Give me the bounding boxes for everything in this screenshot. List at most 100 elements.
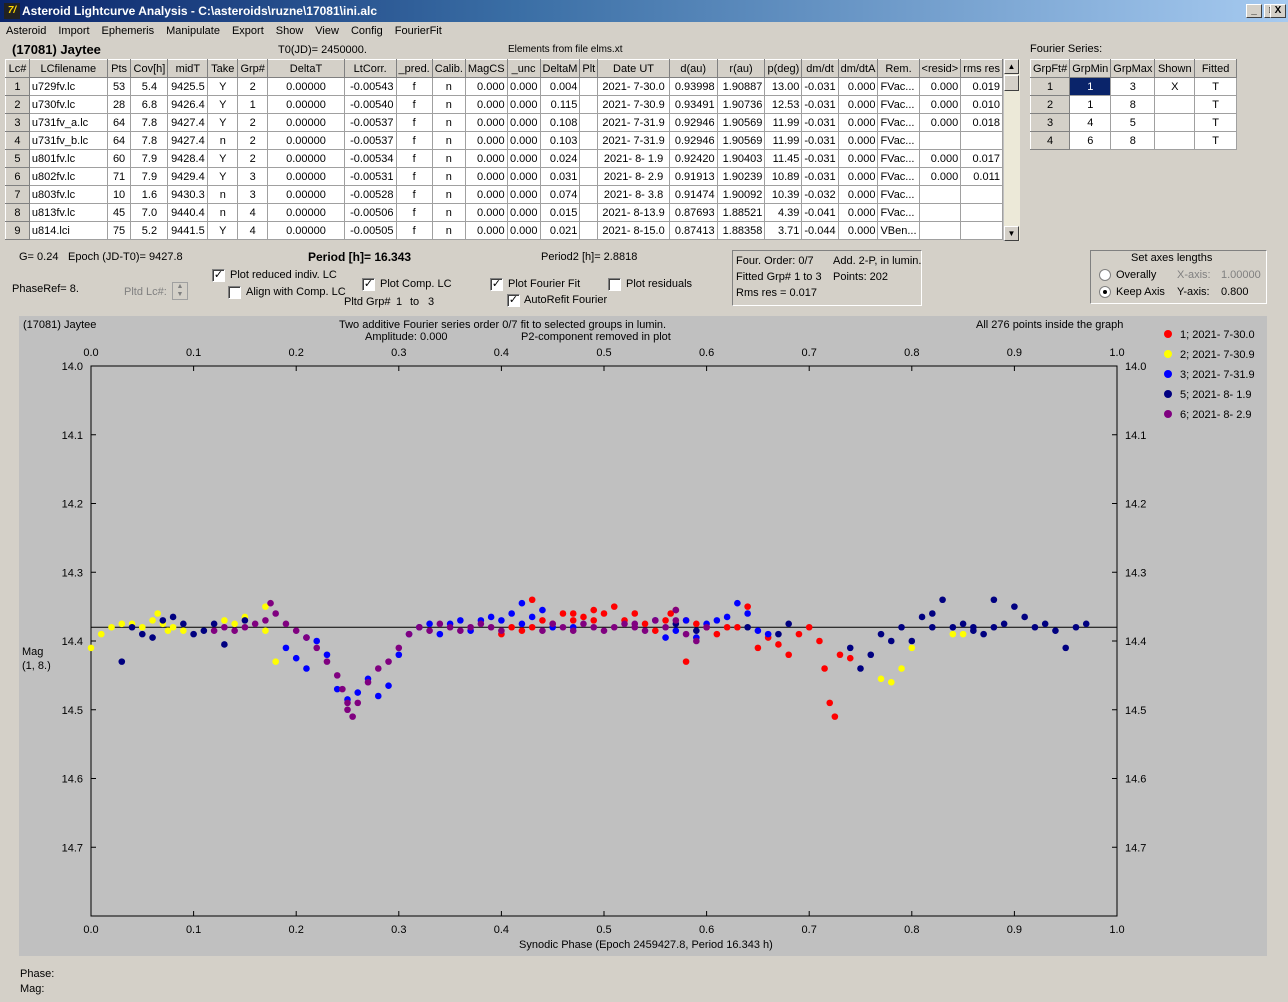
fourier-cell[interactable] — [1154, 113, 1196, 132]
fourier-column-header[interactable]: Shown — [1154, 59, 1196, 78]
table-cell[interactable]: u803fv.lc — [28, 185, 108, 204]
row-header[interactable]: 4 — [5, 131, 30, 150]
table-cell[interactable]: -0.00531 — [343, 167, 397, 186]
table-cell[interactable]: f — [395, 95, 433, 114]
table-cell[interactable]: 0.031 — [539, 167, 581, 186]
table-cell[interactable]: 0.017 — [960, 149, 1003, 168]
table-cell[interactable]: 0.000 — [506, 131, 541, 150]
lightcurve-chart[interactable]: 0.0 0.0 0.1 0.1 0.2 0.2 0.3 0.3 0.4 0.4 0.5 0.5 0.6 0… — [19, 316, 1267, 956]
table-cell[interactable]: 71 — [106, 167, 132, 186]
table-cell[interactable]: 0.000 — [464, 185, 508, 204]
row-header[interactable]: 6 — [5, 167, 30, 186]
table-cell[interactable]: 7.0 — [130, 203, 169, 222]
table-cell[interactable]: 3.71 — [764, 221, 803, 240]
table-cell[interactable]: -0.00537 — [343, 131, 397, 150]
table-cell[interactable]: u731fv_b.lc — [28, 131, 108, 150]
table-cell[interactable]: 0.000 — [506, 203, 541, 222]
scroll-down-button[interactable]: ▼ — [1004, 226, 1019, 241]
table-cell[interactable]: 0.00000 — [267, 77, 345, 96]
column-header[interactable]: _pred. — [395, 59, 433, 78]
menu-item-show[interactable]: Show — [275, 25, 304, 37]
table-row[interactable]: 7 u803fv.lc 10 1.6 9430.3 n 3 0.00000 -0.00528 f n… — [5, 185, 1003, 204]
table-row[interactable]: 1 u729fv.lc 53 5.4 9425.5 Y 2 0.00000 -0.00543 f n… — [5, 77, 1003, 96]
fourier-column-header[interactable]: GrpFt# — [1029, 59, 1071, 78]
column-header[interactable]: MagCS — [464, 59, 508, 78]
table-cell[interactable]: 64 — [106, 113, 132, 132]
table-cell[interactable]: 0.000 — [464, 95, 508, 114]
table-cell[interactable]: Y — [207, 113, 239, 132]
table-cell[interactable]: n — [431, 203, 466, 222]
align-comp-checkbox[interactable] — [228, 286, 241, 299]
table-cell[interactable]: 2 — [237, 149, 269, 168]
table-cell[interactable]: f — [395, 77, 433, 96]
table-cell[interactable]: Y — [207, 95, 239, 114]
table-cell[interactable]: 2021- 8- 3.8 — [597, 185, 670, 204]
table-cell[interactable] — [579, 113, 599, 132]
column-header[interactable]: midT — [167, 59, 209, 78]
table-cell[interactable]: 9426.4 — [167, 95, 209, 114]
table-cell[interactable]: Y — [207, 149, 239, 168]
table-cell[interactable]: FVac... — [877, 131, 920, 150]
column-header[interactable]: Take — [207, 59, 239, 78]
fourier-column-header[interactable]: GrpMin — [1069, 59, 1112, 78]
table-cell[interactable]: f — [395, 167, 433, 186]
table-cell[interactable]: 0.000 — [837, 95, 879, 114]
column-header[interactable]: LtCorr. — [343, 59, 397, 78]
table-cell[interactable]: 0.00000 — [267, 221, 345, 240]
fourier-cell[interactable] — [1154, 131, 1196, 150]
fourier-column-header[interactable]: Fitted — [1194, 59, 1237, 78]
table-cell[interactable]: FVac... — [877, 149, 920, 168]
fourier-row-header[interactable]: 1 — [1029, 77, 1071, 96]
table-cell[interactable]: FVac... — [877, 203, 920, 222]
table-cell[interactable]: 2021- 7-30.0 — [597, 77, 670, 96]
table-cell[interactable]: 0.000 — [918, 113, 962, 132]
table-cell[interactable]: 9425.5 — [167, 77, 209, 96]
table-cell[interactable]: 2021- 7-31.9 — [597, 131, 670, 150]
table-cell[interactable] — [918, 221, 962, 240]
table-cell[interactable]: 0.000 — [506, 95, 541, 114]
fourier-cell[interactable] — [1154, 95, 1196, 114]
table-cell[interactable]: 0.00000 — [267, 203, 345, 222]
table-cell[interactable]: 0.021 — [539, 221, 581, 240]
table-cell[interactable]: -0.00528 — [343, 185, 397, 204]
table-cell[interactable]: 0.91913 — [668, 167, 718, 186]
table-cell[interactable]: 0.000 — [918, 95, 962, 114]
column-header[interactable]: Grp# — [237, 59, 269, 78]
column-header[interactable]: LCfilename — [28, 59, 108, 78]
table-cell[interactable]: -0.00506 — [343, 203, 397, 222]
table-cell[interactable]: -0.00505 — [343, 221, 397, 240]
table-cell[interactable] — [960, 221, 1003, 240]
plot-residuals-checkbox[interactable] — [608, 278, 621, 291]
table-cell[interactable]: 1.90887 — [716, 77, 766, 96]
table-cell[interactable]: 0.000 — [464, 167, 508, 186]
menu-item-view[interactable]: View — [315, 25, 339, 37]
plot-fourier-checkbox[interactable]: ✓ — [490, 278, 503, 291]
table-cell[interactable]: f — [395, 149, 433, 168]
table-cell[interactable]: 10.89 — [764, 167, 803, 186]
table-cell[interactable] — [579, 95, 599, 114]
minimize-button[interactable]: _ — [1246, 4, 1262, 18]
table-cell[interactable]: 7.8 — [130, 131, 169, 150]
menu-item-ephemeris[interactable]: Ephemeris — [101, 25, 155, 37]
fourier-cell[interactable]: X — [1154, 77, 1196, 96]
table-cell[interactable]: 11.45 — [764, 149, 803, 168]
table-cell[interactable]: 0.00000 — [267, 149, 345, 168]
fourier-row-header[interactable]: 4 — [1029, 131, 1071, 150]
table-cell[interactable]: -0.032 — [801, 185, 839, 204]
menu-item-fourierfit[interactable]: FourierFit — [394, 25, 442, 37]
table-cell[interactable]: u729fv.lc — [28, 77, 108, 96]
table-cell[interactable]: 0.000 — [918, 77, 962, 96]
fourier-table[interactable]: GrpFt# GrpMin GrpMax Shown Fitted 1 1 3 X T 2 1 8 T 3 4… — [1029, 59, 1237, 150]
table-cell[interactable]: f — [395, 113, 433, 132]
row-header[interactable]: 8 — [5, 203, 30, 222]
column-header[interactable]: rms res — [960, 59, 1003, 78]
table-cell[interactable]: 1.90092 — [716, 185, 766, 204]
table-cell[interactable]: -0.041 — [801, 203, 839, 222]
table-cell[interactable]: 2021- 7-31.9 — [597, 113, 670, 132]
table-cell[interactable]: 13.00 — [764, 77, 803, 96]
fourier-row-header[interactable]: 2 — [1029, 95, 1071, 114]
table-cell[interactable]: 9427.4 — [167, 131, 209, 150]
fourier-column-header[interactable]: GrpMax — [1110, 59, 1156, 78]
table-cell[interactable]: -0.031 — [801, 113, 839, 132]
